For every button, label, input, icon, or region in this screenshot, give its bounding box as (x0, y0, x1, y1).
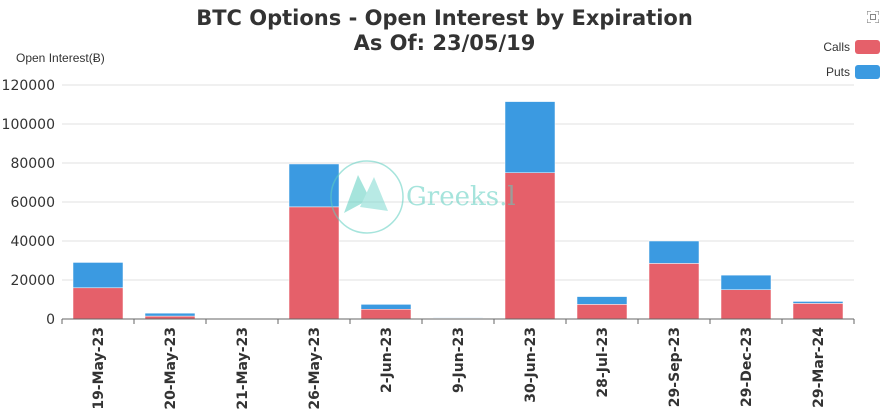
bar-calls (72, 287, 124, 320)
bar-calls (720, 289, 772, 320)
bar-puts (504, 101, 556, 173)
y-tick-label: 40000 (10, 234, 55, 250)
bar-puts (72, 262, 124, 289)
bar-calls (576, 304, 628, 320)
x-tick-label: 19-May-23 (91, 327, 107, 410)
x-tick-label: 20-May-23 (163, 327, 179, 410)
bar-puts (720, 274, 772, 290)
bar-puts (648, 240, 700, 264)
bar-puts (432, 317, 484, 319)
x-tick-label: 29-Mar-24 (811, 327, 827, 408)
bar-puts (360, 304, 412, 310)
bar-puts (792, 301, 844, 304)
legend-label-puts: Puts (825, 65, 850, 79)
legend-swatch-puts (855, 65, 880, 79)
x-tick-label: 21-May-23 (235, 327, 251, 410)
x-tick-label: 26-May-23 (307, 327, 323, 410)
bar-calls (648, 263, 700, 320)
x-tick-label: 2-Jun-23 (379, 327, 395, 393)
bar-puts (144, 312, 196, 317)
bar-puts (288, 163, 340, 208)
chart-title: BTC Options - Open Interest by Expiratio… (196, 6, 693, 30)
y-tick-label: 60000 (10, 195, 55, 211)
bar-puts (576, 296, 628, 305)
bar-calls (288, 206, 340, 320)
y-tick-label: 120000 (2, 78, 55, 94)
y-tick-label: 20000 (10, 273, 55, 289)
x-tick-label: 28-Jul-23 (595, 327, 611, 398)
y-tick-label: 0 (46, 312, 55, 328)
x-tick-label: 29-Dec-23 (739, 327, 755, 407)
y-tick-label: 100000 (2, 117, 55, 133)
bar-calls (792, 303, 844, 320)
legend-item-calls[interactable]: Calls (823, 40, 880, 54)
legend-label-calls: Calls (823, 40, 850, 54)
x-tick-label: 29-Sep-23 (667, 327, 683, 407)
legend-swatch-calls (855, 40, 880, 54)
x-tick-label: 30-Jun-23 (523, 327, 539, 403)
bar-calls (360, 309, 412, 320)
chart-subtitle: As Of: 23/05/19 (353, 31, 536, 55)
legend-item-puts[interactable]: Puts (826, 65, 880, 79)
x-tick-label: 9-Jun-23 (451, 327, 467, 393)
y-axis-label: Open Interest(Ƀ) (16, 51, 105, 65)
bar-calls (504, 172, 556, 320)
y-tick-label: 80000 (10, 156, 55, 172)
